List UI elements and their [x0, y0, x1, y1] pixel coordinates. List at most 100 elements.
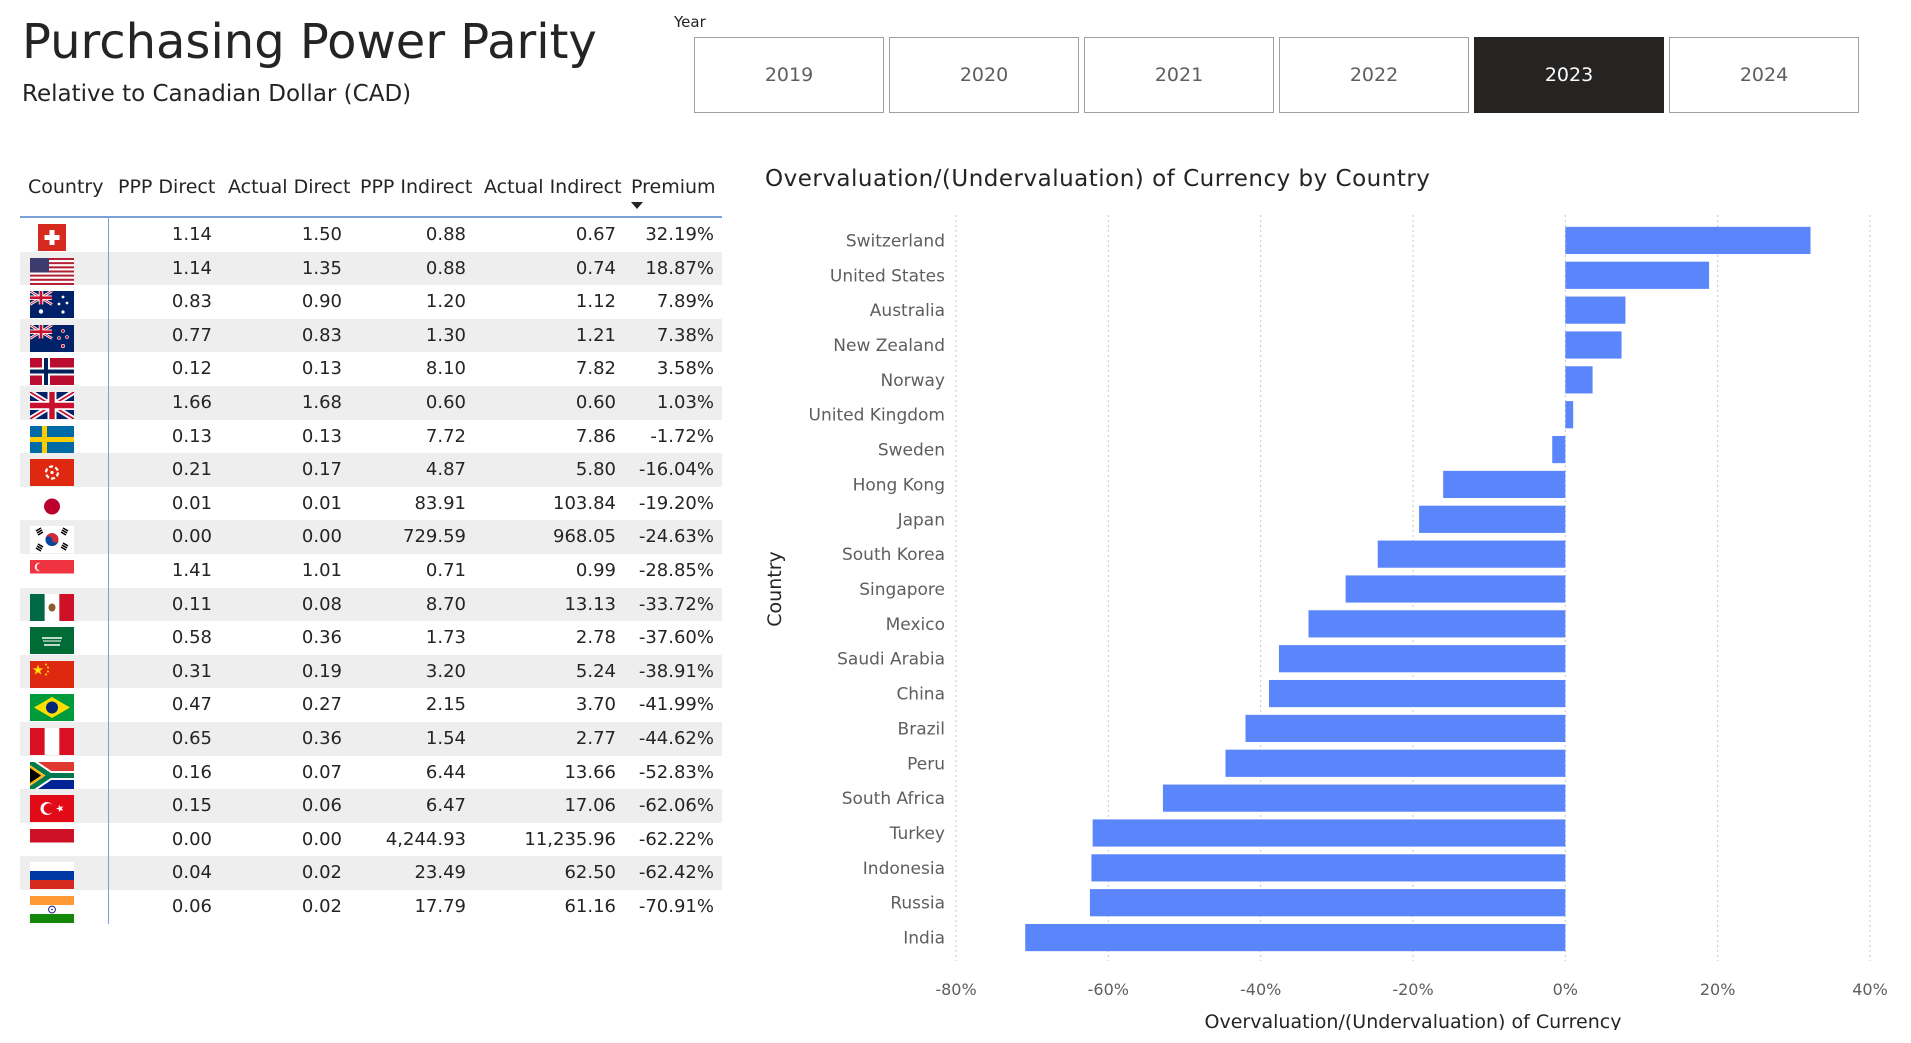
table-row[interactable]: 0.06 0.02 17.79 61.16 -70.91% — [20, 890, 722, 924]
table-row[interactable]: 0.83 0.90 1.20 1.12 7.89% — [20, 285, 722, 319]
actual-direct-cell: 1.35 — [301, 257, 342, 279]
bar[interactable] — [1565, 226, 1811, 255]
bar[interactable] — [1377, 540, 1566, 568]
year-button-2020[interactable]: 2020 — [889, 37, 1079, 113]
ppp-direct-cell: 0.01 — [171, 492, 212, 514]
category-label: Saudi Arabia — [837, 650, 945, 670]
saudi-arabia-flag-icon — [30, 627, 74, 655]
table-row[interactable]: 1.41 1.01 0.71 0.99 -28.85% — [20, 554, 722, 588]
ppp-indirect-cell: 6.47 — [425, 795, 466, 817]
new-zealand-flag-icon — [29, 323, 74, 352]
table-row[interactable]: 0.31 0.19 3.20 5.24 -38.91% — [20, 654, 722, 689]
bar[interactable] — [1565, 331, 1622, 359]
ppp-indirect-cell: 0.60 — [425, 391, 466, 413]
bar[interactable] — [1268, 679, 1566, 708]
header-country[interactable]: Country — [28, 176, 104, 198]
table-row[interactable]: 0.15 0.06 6.47 17.06 -62.06% — [20, 789, 722, 823]
table-row[interactable]: 0.12 0.13 8.10 7.82 3.58% — [20, 352, 722, 386]
actual-direct-cell: 0.27 — [301, 694, 342, 716]
actual-indirect-cell: 5.80 — [575, 459, 616, 481]
bar[interactable] — [1025, 923, 1566, 952]
bar[interactable] — [1419, 505, 1566, 533]
bar[interactable] — [1308, 610, 1566, 638]
actual-direct-cell: 0.07 — [301, 761, 342, 783]
ppp-indirect-cell: 1.30 — [425, 324, 466, 346]
category-label: Russia — [890, 894, 945, 914]
bar[interactable] — [1565, 296, 1626, 324]
premium-cell: 7.89% — [656, 291, 714, 313]
header-actual-direct[interactable]: Actual Direct — [228, 176, 351, 198]
table-row[interactable]: 0.01 0.01 83.91 103.84 -19.20% — [20, 487, 722, 521]
category-label: New Zealand — [833, 336, 945, 356]
header-ppp-indirect[interactable]: PPP Indirect — [360, 176, 473, 198]
category-label: Sweden — [878, 441, 945, 461]
bar[interactable] — [1565, 261, 1710, 289]
table-row[interactable]: 0.65 0.36 1.54 2.77 -44.62% — [20, 721, 722, 756]
bar[interactable] — [1345, 575, 1566, 603]
table-row[interactable]: 0.00 0.00 729.59 968.05 -24.63% — [20, 520, 722, 554]
table-row[interactable]: 0.77 0.83 1.30 1.21 7.38% — [20, 318, 722, 353]
ppp-direct-cell: 0.11 — [171, 593, 212, 615]
actual-direct-cell: 0.01 — [301, 492, 342, 514]
bar[interactable] — [1443, 470, 1566, 499]
brazil-flag-icon — [30, 694, 74, 722]
actual-direct-cell: 0.00 — [301, 526, 342, 548]
actual-indirect-cell: 0.99 — [575, 559, 616, 581]
premium-cell: -16.04% — [638, 459, 714, 481]
table-row[interactable]: 0.13 0.13 7.72 7.86 -1.72% — [20, 420, 722, 454]
ppp-indirect-cell: 1.73 — [425, 627, 466, 649]
table-row[interactable]: 0.58 0.36 1.73 2.78 -37.60% — [20, 621, 722, 655]
premium-cell: -41.99% — [638, 694, 714, 716]
header-ppp-direct[interactable]: PPP Direct — [118, 176, 216, 198]
table-row[interactable]: 0.00 0.00 4,244.93 11,235.96 -62.22% — [20, 823, 722, 857]
premium-cell: -38.91% — [638, 660, 714, 682]
actual-direct-cell: 0.02 — [301, 862, 342, 884]
bar[interactable] — [1278, 645, 1566, 673]
category-label: Mexico — [886, 615, 945, 635]
table-row[interactable]: 1.66 1.68 0.60 0.60 1.03% — [20, 385, 722, 422]
year-button-2023[interactable]: 2023 — [1474, 37, 1664, 113]
bar[interactable] — [1245, 714, 1566, 743]
table-row[interactable]: 0.21 0.17 4.87 5.80 -16.04% — [20, 453, 722, 487]
bar[interactable] — [1225, 749, 1566, 777]
actual-direct-cell: 0.19 — [301, 660, 342, 682]
x-tick-label: -40% — [1240, 980, 1281, 999]
premium-cell: -24.63% — [638, 526, 714, 548]
table-row[interactable]: 1.14 1.35 0.88 0.74 18.87% — [20, 251, 722, 286]
bar[interactable] — [1565, 366, 1593, 394]
premium-cell: -52.83% — [638, 761, 714, 783]
table-row[interactable]: 0.47 0.27 2.15 3.70 -41.99% — [20, 688, 722, 722]
ppp-direct-cell: 0.13 — [171, 425, 212, 447]
bar[interactable] — [1089, 889, 1566, 917]
premium-cell: 1.03% — [656, 391, 714, 413]
year-button-2019[interactable]: 2019 — [694, 37, 884, 113]
year-button-2022[interactable]: 2022 — [1279, 37, 1469, 113]
actual-indirect-cell: 61.16 — [564, 895, 616, 917]
ppp-indirect-cell: 17.79 — [414, 895, 466, 917]
sort-descending-icon[interactable] — [631, 202, 643, 209]
page-subtitle: Relative to Canadian Dollar (CAD) — [22, 81, 412, 107]
switzerland-flag-icon — [30, 224, 74, 251]
ppp-indirect-cell: 4,244.93 — [385, 828, 466, 850]
y-axis-title: Country — [764, 551, 786, 626]
header-actual-indirect[interactable]: Actual Indirect — [484, 176, 622, 198]
table-row[interactable]: 1.14 1.50 0.88 0.67 32.19% — [20, 218, 722, 252]
bar[interactable] — [1565, 401, 1574, 429]
south-korea-flag-icon — [30, 526, 74, 554]
actual-indirect-cell: 11,235.96 — [524, 828, 616, 850]
bar[interactable] — [1162, 784, 1566, 812]
year-button-2021[interactable]: 2021 — [1084, 37, 1274, 113]
ppp-direct-cell: 0.31 — [171, 660, 212, 682]
bar-chart: -80% -60% -40% -20% 0% 20% 40% Switzerland Unite… — [764, 215, 1888, 1030]
table-row[interactable]: 0.04 0.02 23.49 62.50 -62.42% — [20, 856, 722, 890]
bar[interactable] — [1092, 819, 1566, 847]
table-row[interactable]: 0.16 0.07 6.44 13.66 -52.83% — [20, 756, 722, 793]
header-premium[interactable]: Premium — [631, 176, 716, 198]
year-button-2024[interactable]: 2024 — [1669, 37, 1859, 113]
actual-direct-cell: 0.02 — [301, 895, 342, 917]
category-label: South Korea — [842, 545, 945, 565]
ppp-indirect-cell: 1.54 — [425, 727, 466, 749]
bar[interactable] — [1552, 435, 1566, 464]
table-row[interactable]: 0.11 0.08 8.70 13.13 -33.72% — [20, 587, 722, 622]
bar[interactable] — [1091, 854, 1566, 882]
